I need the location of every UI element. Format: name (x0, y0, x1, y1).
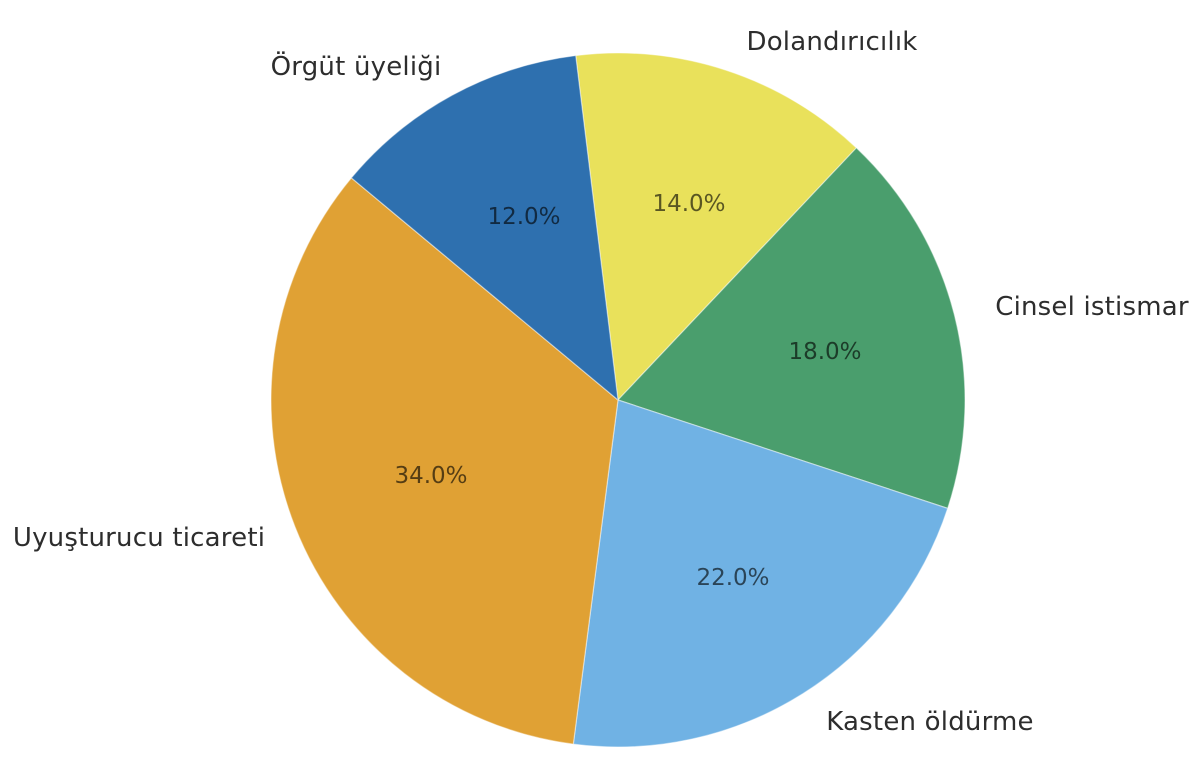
slice-label-orgut-uyeligi: Örgüt üyeliği (270, 52, 442, 82)
slice-label-cinsel-istismar: Cinsel istismar (995, 292, 1189, 322)
slice-pct-orgut-uyeligi: 12.0% (487, 204, 561, 230)
pie-slice-0 (575, 52, 858, 401)
pie-slice-1 (617, 147, 966, 509)
pie-slice-4 (350, 54, 619, 401)
pie-slice-2 (572, 399, 949, 748)
slice-label-kasten-oldurme: Kasten öldürme (826, 707, 1034, 737)
pie-slice-3 (270, 177, 619, 745)
slice-pct-kasten-oldurme: 22.0% (696, 565, 770, 591)
slice-pct-dolandiricilik: 14.0% (652, 191, 726, 217)
slice-pct-cinsel-istismar: 18.0% (788, 339, 862, 365)
slice-label-uyusturucu-ticareti: Uyuşturucu ticareti (12, 523, 266, 553)
slice-label-dolandiricilik: Dolandırıcılık (746, 27, 918, 57)
slice-pct-uyusturucu-ticareti: 34.0% (394, 463, 468, 489)
